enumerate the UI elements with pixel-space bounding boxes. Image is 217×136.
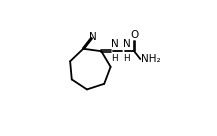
Text: N: N (89, 32, 96, 42)
Text: H: H (123, 54, 130, 63)
Text: O: O (130, 30, 138, 40)
Text: N: N (111, 39, 119, 49)
Text: N: N (123, 39, 131, 49)
Text: NH₂: NH₂ (141, 54, 160, 64)
Text: H: H (111, 54, 118, 63)
